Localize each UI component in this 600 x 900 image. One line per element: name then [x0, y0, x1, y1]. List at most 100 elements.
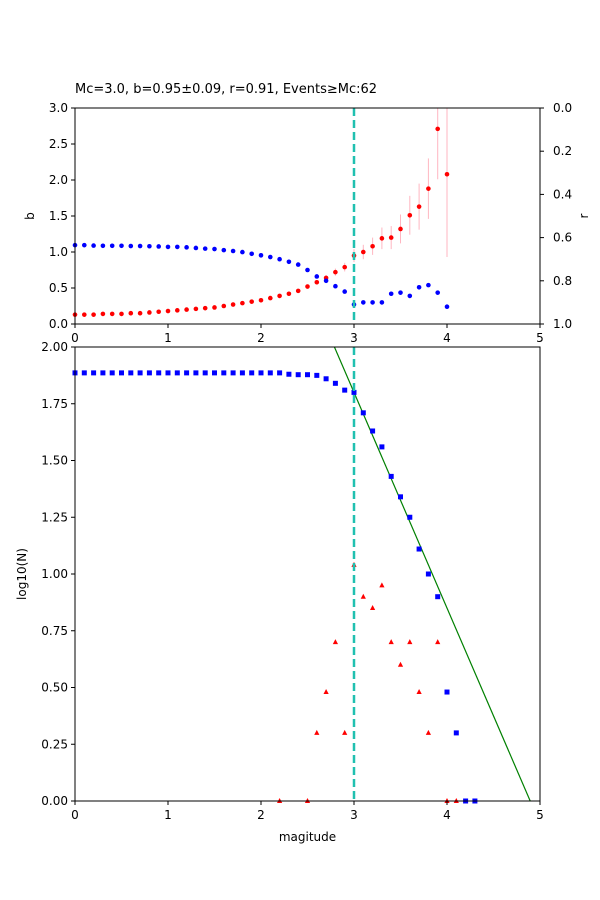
y2-tick-label: 0.0 [553, 101, 572, 115]
x-axis-label: magitude [279, 830, 336, 844]
y-tick-label: 1.5 [49, 209, 68, 223]
y-tick-label: 1.50 [41, 454, 68, 468]
r-value-point [119, 243, 124, 249]
cumulative-count-point [91, 370, 97, 376]
noncumulative-count-point [332, 639, 338, 645]
b-value-point [193, 306, 199, 312]
b-value-point [202, 305, 208, 311]
r-value-point [314, 274, 320, 279]
y-tick-label: 1.00 [41, 567, 68, 581]
x-tick-label: 0 [71, 331, 79, 345]
r-value-point [202, 246, 208, 251]
r-value-point [277, 256, 282, 262]
cumulative-count-point [351, 389, 357, 395]
plot-frame [74, 107, 541, 325]
b-value-point [305, 284, 310, 289]
cumulative-count-point [444, 689, 450, 695]
x-tick-label: 3 [350, 808, 358, 822]
cumulative-count-point [267, 370, 273, 376]
b-value-point [212, 305, 217, 310]
r-value-point [100, 243, 106, 249]
y-tick-label: 2.00 [41, 340, 68, 354]
r-value-point [240, 249, 245, 255]
noncumulative-count-point [388, 639, 394, 645]
b-value-point [435, 126, 441, 132]
b-value-point [333, 269, 338, 275]
cumulative-count-point [109, 370, 115, 376]
r-value-point [82, 242, 87, 248]
b-value-point [109, 311, 115, 317]
cumulative-count-point [425, 571, 431, 577]
r-value-point [323, 278, 329, 284]
r-value-point [193, 245, 199, 251]
cumulative-count-point [277, 370, 283, 376]
b-value-point [426, 186, 431, 191]
b-value-point [156, 309, 161, 315]
r-value-point [221, 247, 227, 253]
plot-frame [74, 346, 541, 802]
r-value-point [109, 243, 115, 249]
cumulative-count-point [314, 372, 320, 378]
r-value-point [398, 290, 403, 295]
b-value-point [240, 300, 245, 306]
noncumulative-count-point [379, 582, 385, 588]
r-value-point [407, 293, 413, 299]
b-value-point [277, 293, 282, 299]
r-value-point [258, 253, 264, 258]
y-tick-label: 0.25 [41, 737, 68, 751]
y2-tick-label: 0.4 [553, 187, 572, 201]
cumulative-count-point [435, 594, 441, 600]
noncumulative-count-point [323, 689, 329, 695]
y2-tick-label: 0.6 [553, 231, 572, 245]
cumulative-count-point [295, 372, 301, 378]
y-tick-label: 1.0 [49, 245, 68, 259]
y-tick-label: 0.50 [41, 681, 68, 695]
r-value-point [156, 244, 161, 249]
cumulative-count-point [398, 494, 403, 500]
b-value-point [249, 299, 254, 304]
x-tick-label: 1 [164, 331, 172, 345]
r-value-point [91, 243, 96, 248]
y-tick-label: 0.5 [49, 281, 68, 295]
y-tick-label: 2.0 [49, 173, 68, 187]
cumulative-count-point [128, 370, 134, 376]
y2-tick-label: 0.8 [553, 274, 572, 288]
noncumulative-count-point [314, 729, 320, 735]
noncumulative-count-point [370, 605, 376, 611]
cumulative-count-point [165, 370, 171, 376]
cumulative-count-point [100, 370, 106, 376]
r-value-point [305, 267, 310, 273]
b-value-point [82, 312, 87, 317]
b-value-point [416, 204, 422, 209]
r-value-point [184, 245, 189, 250]
r-value-point [388, 291, 394, 297]
x-tick-label: 5 [536, 331, 544, 345]
cumulative-count-point [332, 380, 338, 386]
cumulative-count-point [221, 370, 227, 376]
y-tick-label: 0.00 [41, 794, 68, 808]
r-value-point [416, 284, 422, 290]
y-tick-label: 3.0 [49, 101, 68, 115]
cumulative-count-point [119, 370, 124, 376]
r-value-point [230, 248, 236, 254]
cumulative-count-point [323, 376, 329, 382]
r-value-point [295, 262, 301, 267]
b-value-point [258, 297, 264, 303]
y-axis-label: b [23, 212, 37, 220]
b-value-point [221, 303, 227, 309]
b-value-point [119, 311, 124, 317]
cumulative-count-point [342, 387, 348, 393]
cumulative-count-point [202, 370, 208, 376]
cumulative-count-point [388, 473, 394, 479]
x-tick-label: 4 [443, 808, 451, 822]
cumulative-count-point [249, 370, 255, 376]
r-value-point [444, 304, 450, 310]
top-chart-title: Mc=3.0, b=0.95±0.09, r=0.91, Events≥Mc:6… [75, 82, 377, 97]
r-value-point [286, 259, 292, 265]
r-value-point [333, 283, 338, 289]
cumulative-count-point [407, 514, 413, 520]
r-value-point [147, 243, 152, 249]
y-tick-label: 0.75 [41, 624, 68, 638]
cumulative-count-point [212, 370, 217, 376]
b-value-point [91, 312, 96, 317]
